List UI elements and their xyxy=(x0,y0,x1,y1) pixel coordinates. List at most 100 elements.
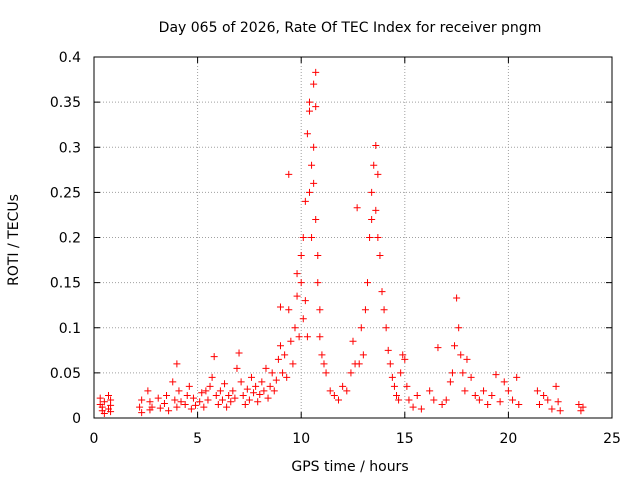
data-point xyxy=(285,306,293,314)
data-point xyxy=(297,252,305,260)
y-tick-label: 0.2 xyxy=(59,231,81,247)
data-point xyxy=(256,391,264,399)
data-point xyxy=(189,394,197,402)
data-point xyxy=(301,197,309,205)
data-point xyxy=(223,403,231,411)
data-point xyxy=(171,396,179,404)
data-point xyxy=(451,342,459,350)
data-point xyxy=(225,391,233,399)
data-point xyxy=(281,351,289,359)
data-point xyxy=(334,396,342,404)
data-point xyxy=(100,398,108,406)
data-point xyxy=(390,382,398,390)
x-tick-label: 15 xyxy=(396,431,414,447)
data-point xyxy=(287,337,295,345)
data-point xyxy=(347,369,355,377)
data-point xyxy=(372,141,380,149)
data-point xyxy=(295,333,303,341)
data-point xyxy=(417,405,425,413)
data-point xyxy=(260,387,268,395)
data-point xyxy=(577,407,585,415)
x-axis-label: GPS time / hours xyxy=(291,459,408,475)
data-point xyxy=(299,234,307,241)
data-point xyxy=(393,391,401,399)
x-tick-label: 5 xyxy=(193,431,202,447)
data-point xyxy=(276,303,284,311)
x-tick-labels: 0 5 10 15 20 25 xyxy=(90,431,621,447)
y-tick-labels: 0 0.05 0.1 0.15 0.2 0.25 0.3 0.35 0.4 xyxy=(50,50,81,427)
data-point xyxy=(177,398,185,406)
data-point xyxy=(196,398,204,406)
data-point xyxy=(231,394,239,402)
data-point xyxy=(173,403,181,411)
x-tick-label: 20 xyxy=(499,431,517,447)
y-tick-label: 0 xyxy=(72,411,81,427)
data-point xyxy=(200,403,208,411)
data-point xyxy=(136,403,144,411)
data-point xyxy=(318,351,326,359)
data-point xyxy=(308,234,316,241)
data-point xyxy=(107,396,115,404)
data-point xyxy=(266,382,274,390)
data-point xyxy=(446,378,454,386)
y-tick-label: 0.25 xyxy=(50,185,81,201)
data-point xyxy=(243,385,251,393)
data-point xyxy=(187,405,195,413)
data-point xyxy=(535,400,543,408)
data-point xyxy=(293,270,301,278)
data-point xyxy=(361,306,369,314)
data-point xyxy=(276,342,284,350)
data-point xyxy=(413,391,421,399)
data-point xyxy=(374,234,382,241)
y-tick-label: 0.3 xyxy=(59,140,81,156)
data-point xyxy=(183,391,191,399)
data-point xyxy=(463,355,471,363)
data-point xyxy=(438,400,446,408)
data-point xyxy=(305,107,313,115)
data-point xyxy=(312,103,320,111)
data-point xyxy=(138,409,146,417)
data-point xyxy=(105,391,113,399)
data-point xyxy=(403,382,411,390)
data-point xyxy=(388,373,396,381)
axis-ticks xyxy=(93,56,613,419)
data-point xyxy=(349,337,357,345)
y-tick-label: 0.1 xyxy=(59,321,81,337)
data-point xyxy=(293,292,301,300)
data-point xyxy=(339,382,347,390)
data-point xyxy=(218,396,226,404)
data-point xyxy=(192,401,200,409)
data-point xyxy=(308,161,316,169)
data-point xyxy=(480,387,488,395)
data-point xyxy=(515,400,523,408)
data-point xyxy=(252,382,260,390)
data-point xyxy=(316,333,324,341)
data-point xyxy=(378,288,386,296)
data-point xyxy=(374,170,382,178)
data-point xyxy=(258,378,266,386)
data-point xyxy=(216,387,224,395)
data-point xyxy=(405,396,413,404)
data-point xyxy=(146,398,154,406)
data-point xyxy=(409,403,417,411)
x-tick-label: 10 xyxy=(292,431,310,447)
data-point xyxy=(496,398,504,406)
data-point xyxy=(500,378,508,386)
data-point xyxy=(312,215,320,223)
data-point xyxy=(221,380,229,388)
chart-title: Day 065 of 2026, Rate Of TEC Index for r… xyxy=(159,20,542,36)
data-point xyxy=(310,179,318,187)
data-point xyxy=(250,389,258,397)
data-point xyxy=(316,306,324,314)
data-point xyxy=(326,387,334,395)
x-tick-label: 25 xyxy=(603,431,621,447)
data-point xyxy=(305,188,313,196)
data-point xyxy=(144,387,152,395)
data-point xyxy=(303,130,311,138)
data-point xyxy=(401,355,409,363)
data-point xyxy=(301,297,309,305)
data-point xyxy=(575,400,583,408)
data-point xyxy=(247,373,255,381)
data-point xyxy=(426,387,434,395)
